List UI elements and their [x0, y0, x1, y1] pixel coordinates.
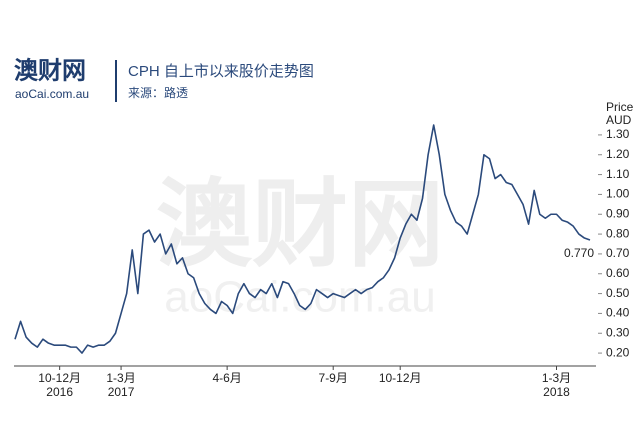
logo-site: aoCai.com.au: [15, 87, 89, 101]
title: CPH 自上市以来股价走势图: [128, 63, 314, 80]
y-tick-label: 0.50: [606, 286, 630, 300]
x-tick-label: 1-3月: [542, 371, 571, 385]
y-tick-label: 0.90: [606, 206, 630, 220]
value-label: 0.770: [564, 246, 594, 260]
separator: [115, 60, 117, 102]
y-tick-label: 1.30: [606, 127, 630, 141]
y-tick-label: 0.80: [606, 226, 630, 240]
y-tick-label: 1.10: [606, 167, 630, 181]
watermark-site: aoCai.com.au: [164, 273, 435, 322]
y-tick-label: 0.60: [606, 266, 630, 280]
x-year-label: 2017: [108, 385, 135, 399]
y-tick-label: 0.30: [606, 325, 630, 339]
x-tick-label: 10-12月: [379, 371, 422, 385]
y-tick-label: 1.20: [606, 147, 630, 161]
x-tick-label: 1-3月: [106, 371, 135, 385]
y-axis-label: AUD: [606, 113, 632, 127]
x-tick-label: 7-9月: [319, 371, 348, 385]
x-year-label: 2016: [46, 385, 73, 399]
price-line: [14, 124, 591, 354]
x-year-label: 2018: [543, 385, 570, 399]
watermark-name: 澳财网: [156, 171, 444, 278]
y-tick-label: 1.00: [606, 187, 630, 201]
y-axis-label: Price: [606, 100, 634, 114]
x-tick-label: 4-6月: [212, 371, 241, 385]
y-tick-label: 0.20: [606, 345, 630, 359]
y-tick-label: 0.70: [606, 246, 630, 260]
source: 来源：路透: [128, 85, 188, 100]
x-tick-label: 10-12月: [38, 371, 81, 385]
logo-name: 澳财网: [14, 57, 86, 84]
y-tick-label: 0.40: [606, 306, 630, 320]
